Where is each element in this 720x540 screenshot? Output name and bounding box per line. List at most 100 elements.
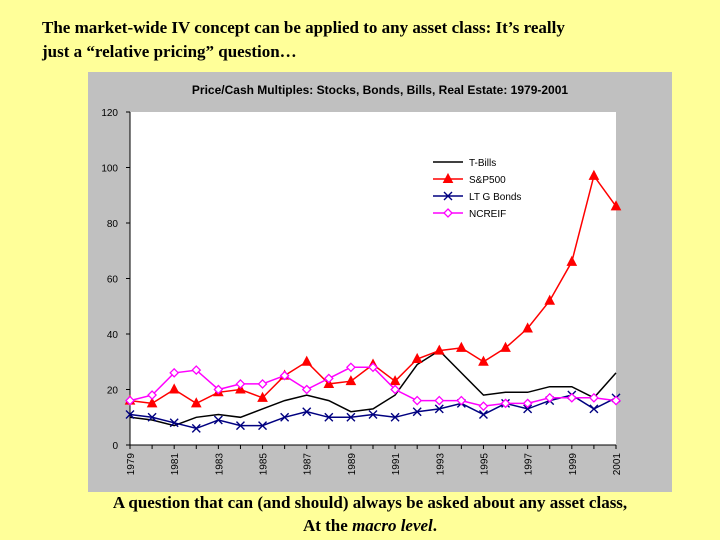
data-point (478, 355, 489, 366)
data-point (390, 384, 401, 395)
x-tick-label: 1983 (214, 453, 225, 476)
data-point (588, 169, 600, 180)
data-point (125, 395, 135, 406)
data-point (433, 344, 445, 355)
y-tick-label: 60 (107, 275, 119, 286)
data-point (390, 412, 400, 422)
data-point (146, 397, 158, 408)
legend-label-0: T-Bills (469, 158, 496, 169)
footer-line2-prefix: At the (302, 516, 353, 535)
data-point (566, 392, 577, 403)
data-point (191, 423, 201, 433)
plot-area (130, 112, 616, 445)
data-point (412, 407, 422, 417)
data-point (345, 375, 357, 386)
x-tick-label: 1985 (259, 453, 270, 476)
x-tick-label: 1981 (170, 453, 181, 476)
slide-footer: A question that can (and should) always … (40, 491, 700, 537)
data-point (368, 409, 378, 419)
data-point (544, 294, 556, 305)
data-point (523, 404, 533, 414)
data-point (235, 421, 245, 431)
chart-title: Price/Cash Multiples: Stocks, Bonds, Bil… (192, 83, 568, 97)
x-tick-label: 1979 (126, 453, 137, 476)
legend-label-2: LT G Bonds (469, 192, 521, 203)
data-point (302, 407, 312, 417)
data-point (213, 415, 223, 425)
y-tick-label: 80 (107, 219, 119, 230)
legend-marker-2 (443, 191, 453, 201)
data-point (544, 392, 555, 403)
data-point (280, 412, 290, 422)
data-point (191, 365, 202, 375)
slide-title: The market-wide IV concept can be applie… (42, 16, 702, 64)
series-0-group (129, 349, 617, 427)
data-point (147, 412, 157, 422)
data-point (412, 395, 423, 406)
legend-marker-1 (442, 172, 454, 183)
data-point (456, 341, 467, 352)
data-point (500, 398, 511, 409)
y-tick-label: 20 (107, 386, 119, 397)
data-point (168, 383, 180, 394)
data-point (301, 384, 312, 395)
data-point (611, 395, 621, 406)
data-point (169, 418, 179, 428)
x-tick-label: 1987 (303, 453, 314, 476)
data-point (522, 322, 533, 333)
data-point (434, 404, 444, 414)
data-point (323, 373, 334, 384)
data-point (610, 200, 622, 211)
data-point (190, 397, 202, 408)
legend: T-Bills S&P500 LT G Bonds NCREIF (433, 158, 521, 220)
x-tick-label: 1995 (479, 453, 490, 476)
data-point (411, 352, 423, 363)
legend-label-1: S&P500 (469, 175, 506, 186)
x-tick-label: 1999 (568, 453, 579, 476)
series-3-group (125, 362, 621, 412)
data-point (301, 355, 313, 366)
data-point (257, 391, 268, 402)
data-point (478, 401, 489, 412)
data-point (147, 390, 158, 400)
x-tick-label: 1993 (435, 453, 446, 476)
y-tick-label: 100 (101, 164, 118, 175)
data-point (279, 370, 290, 381)
data-point (566, 255, 578, 266)
data-point (125, 409, 135, 419)
x-tick-label: 2001 (612, 453, 623, 476)
slide-title-line1: The market-wide IV concept can be applie… (42, 18, 565, 37)
footer-line2: At the macro level. (40, 514, 700, 537)
chart-panel: Price/Cash Multiples: Stocks, Bonds, Bil… (88, 72, 672, 492)
data-point (500, 341, 511, 352)
data-point (257, 379, 268, 389)
y-tick-label: 40 (107, 330, 119, 341)
footer-line2-emph: macro level (352, 516, 433, 535)
slide-title-line2: just a “relative pricing” question… (42, 42, 297, 61)
footer-line2-suffix: . (432, 516, 438, 535)
series-line-0 (129, 349, 617, 427)
data-point (589, 404, 599, 414)
data-point (345, 362, 356, 373)
data-point (434, 395, 445, 406)
x-tick-label: 1991 (391, 453, 402, 476)
x-tick-label: 1997 (524, 453, 535, 476)
data-point (346, 412, 356, 422)
y-tick-label: 120 (101, 108, 118, 119)
x-tick-label: 1989 (347, 453, 358, 476)
data-point (169, 367, 180, 378)
data-point (213, 384, 224, 395)
data-point (522, 398, 533, 409)
data-point (235, 379, 246, 389)
footer-line1: A question that can (and should) always … (112, 493, 628, 512)
data-point (478, 409, 488, 419)
data-point (324, 412, 334, 422)
line-chart: Price/Cash Multiples: Stocks, Bonds, Bil… (101, 83, 623, 476)
y-tick-label: 0 (112, 441, 118, 452)
data-point (588, 392, 599, 403)
data-point (258, 421, 268, 431)
data-point (456, 395, 467, 406)
data-point (368, 362, 378, 373)
legend-label-3: NCREIF (469, 209, 506, 220)
legend-marker-3 (443, 208, 453, 218)
